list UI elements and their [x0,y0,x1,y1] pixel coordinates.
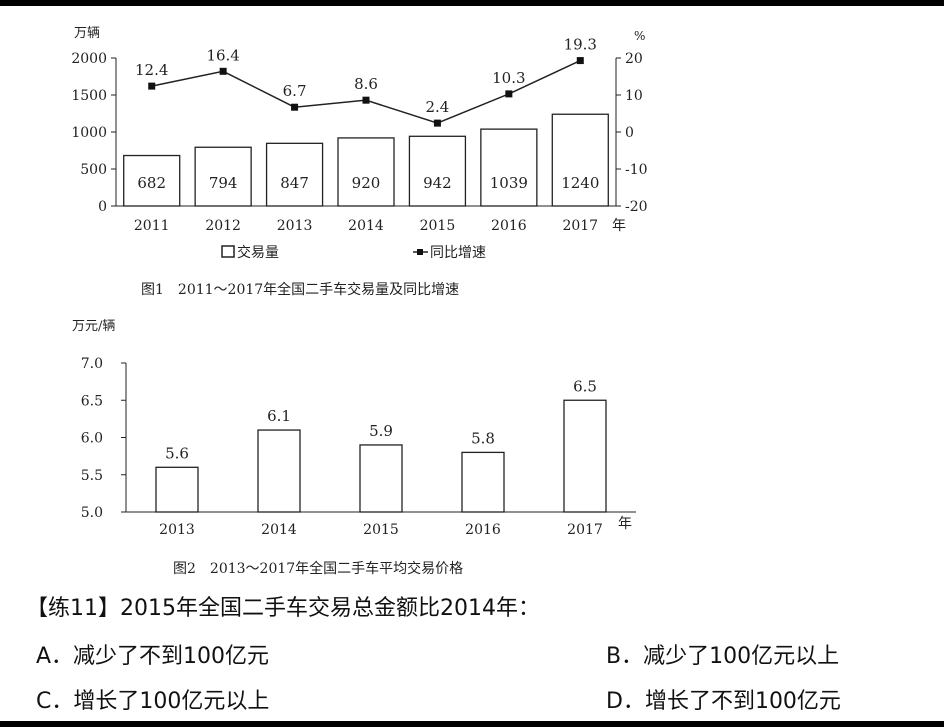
chart2-bar [156,467,198,512]
chart2-x-label: 2013 [159,522,195,538]
chart1-x-label: 2015 [420,218,456,234]
chart1-left-tick-label: 500 [80,162,107,178]
chart1-growth-point [148,83,155,90]
chart1-growth-label: 6.7 [283,82,307,100]
chart1-right-unit: % [634,29,645,43]
chart1-x-label: 2016 [491,218,527,234]
chart2-bar-label: 5.9 [369,422,393,440]
chart2-bar-label: 6.5 [573,377,597,395]
chart1-x-label: 2014 [348,218,384,234]
chart1-bar [481,129,537,206]
chart1-growth-label: 10.3 [492,69,525,87]
chart1-bar [552,114,608,206]
chart1-bar-label: 920 [352,174,381,192]
option-a[interactable]: A．减少了不到100亿元 [36,638,269,670]
chart1-bar-label: 847 [280,174,309,192]
legend-bar-label: 交易量 [237,244,279,261]
chart1-growth-label: 8.6 [354,75,378,93]
chart2-bar [462,452,504,512]
chart1-left-unit: 万辆 [74,26,100,41]
chart1-growth-label: 2.4 [425,98,449,116]
bottom-border [0,721,944,727]
chart2-caption: 图2 2013～2017年全国二手车平均交易价格 [173,560,463,577]
chart2-y-tick-label: 6.5 [81,393,103,409]
chart1-growth-point [291,104,298,111]
chart1-right-tick-label: -20 [625,199,648,215]
chart2-bar-label: 6.1 [267,407,291,425]
chart1-growth-point [363,97,370,104]
chart1-right-tick-label: 20 [625,51,643,67]
chart2-bar [564,400,606,512]
chart1-caption: 图1 2011～2017年全国二手车交易量及同比增速 [141,281,459,298]
chart2-x-label: 2015 [363,522,399,538]
legend-line-label: 同比增速 [430,245,486,261]
chart1-growth-label: 12.4 [135,61,168,79]
chart-2-avg-price: 万元/辆 5.0 5.5 6.0 6.5 7.0 5.6 6.1 5.9 5.8 6.5 201… [0,310,944,585]
chart1-left-tick-label: 1500 [71,88,107,104]
chart1-bar-label: 1240 [561,174,599,192]
chart2-x-label: 2017 [567,522,603,538]
chart2-y-tick-label: 5.5 [81,468,103,484]
chart1-growth-point [505,90,512,97]
chart1-bar-label: 1039 [490,174,528,192]
chart1-growth-label: 19.3 [564,36,597,54]
chart1-growth-point [577,57,584,64]
chart2-y-tick-label: 7.0 [81,356,103,372]
chart1-left-tick-label: 1000 [71,125,107,141]
chart1-right-tick-label: -10 [625,162,648,178]
chart2-x-label: 2016 [465,522,501,538]
chart1-bar [409,136,465,206]
chart2-bar [258,430,300,512]
question-stem: 【练11】2015年全国二手车交易总金额比2014年： [26,590,540,622]
chart2-bar-label: 5.6 [165,444,189,462]
chart1-left-tick-label: 2000 [71,51,107,67]
chart-1-volume-growth: 万辆 % 0 500 1000 1500 2000 -20 -10 0 10 20 682 794… [0,0,944,310]
chart1-left-tick-label: 0 [98,199,107,215]
chart1-bar [338,138,394,206]
option-d[interactable]: D．增长了不到100亿元 [606,683,841,715]
chart1-x-label: 2011 [134,218,170,234]
option-c[interactable]: C．增长了100亿元以上 [36,683,269,715]
chart1-x-label: 2012 [205,218,241,234]
chart1-right-tick-label: 0 [625,125,634,141]
chart2-y-tick-label: 6.0 [81,431,103,447]
chart1-bar-label: 942 [423,174,452,192]
legend-line-marker [417,249,423,255]
chart1-growth-label: 16.4 [206,46,239,64]
chart1-bar-label: 682 [137,174,166,192]
chart1-x-label: 2017 [562,218,598,234]
chart2-bar-label: 5.8 [471,429,495,447]
chart1-right-tick-label: 10 [625,88,643,104]
chart1-growth-point [220,68,227,75]
chart2-y-tick-label: 5.0 [81,505,103,521]
chart2-y-unit: 万元/辆 [72,319,115,334]
chart1-x-unit: 年 [612,218,626,234]
chart1-growth-point [434,120,441,127]
chart2-bar [360,445,402,512]
chart2-x-label: 2014 [261,522,297,538]
chart2-x-unit: 年 [618,516,632,532]
option-b[interactable]: B．减少了100亿元以上 [606,638,839,670]
legend-bar-swatch [222,246,234,257]
chart1-bar-label: 794 [209,174,238,192]
chart1-x-label: 2013 [277,218,313,234]
